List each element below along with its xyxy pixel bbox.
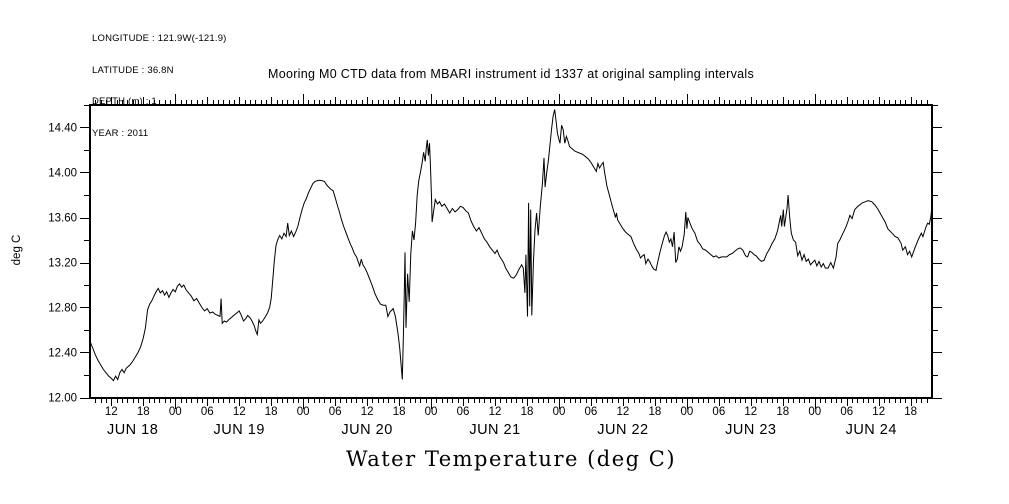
- x-hour-label: 06: [457, 406, 470, 418]
- x-hour-label: 12: [744, 406, 757, 418]
- x-axis-caption: Water Temperature (deg C): [345, 447, 677, 471]
- x-day-label: JUN 23: [725, 422, 776, 438]
- x-hour-label: 06: [585, 406, 598, 418]
- x-hour-label: 06: [201, 406, 214, 418]
- plot-title: Mooring M0 CTD data from MBARI instrumen…: [268, 67, 754, 81]
- y-tick-label: 14.40: [48, 123, 77, 135]
- x-day-label: JUN 20: [341, 422, 392, 438]
- temperature-line: [89, 109, 933, 382]
- metadata-longitude: LONGITUDE : 121.9W(-121.9): [92, 33, 227, 44]
- y-tick-label: 12.40: [48, 348, 77, 360]
- x-hour-label: 00: [169, 406, 182, 418]
- x-hour-label: 18: [137, 406, 150, 418]
- x-hour-label: 06: [329, 406, 342, 418]
- x-hour-label: 00: [297, 406, 310, 418]
- x-hour-label: 06: [840, 406, 853, 418]
- x-day-label: JUN 19: [214, 422, 265, 438]
- x-day-label: JUN 18: [107, 422, 158, 438]
- x-hour-label: 12: [872, 406, 885, 418]
- x-hour-label: 06: [712, 406, 725, 418]
- x-hour-label: 00: [680, 406, 693, 418]
- x-hour-label: 00: [425, 406, 438, 418]
- y-tick-label: 12.00: [48, 393, 77, 405]
- x-hour-label: 18: [904, 406, 917, 418]
- x-hour-label: 00: [553, 406, 566, 418]
- y-tick-label: 12.80: [48, 303, 77, 315]
- metadata-latitude: LATITUDE : 36.8N: [92, 64, 174, 76]
- metadata-year: YEAR : 2011: [92, 127, 149, 139]
- x-hour-label: 18: [521, 406, 534, 418]
- x-hour-label: 12: [361, 406, 374, 418]
- x-day-label: JUN 24: [846, 422, 897, 438]
- x-day-label: JUN 22: [597, 422, 648, 438]
- x-hour-label: 18: [265, 406, 278, 418]
- y-tick-label: 13.60: [48, 213, 77, 225]
- x-day-label: JUN 21: [469, 422, 520, 438]
- x-hour-label: 12: [617, 406, 630, 418]
- plot-frame: [89, 104, 933, 399]
- x-hour-label: 18: [648, 406, 661, 418]
- x-hour-label: 12: [233, 406, 246, 418]
- x-hour-label: 18: [776, 406, 789, 418]
- x-hour-label: 12: [105, 406, 118, 418]
- x-hour-label: 12: [489, 406, 502, 418]
- y-tick-label: 13.20: [48, 258, 77, 270]
- x-hour-label: 00: [808, 406, 821, 418]
- x-hour-label: 18: [393, 406, 406, 418]
- y-tick-label: 14.00: [48, 168, 77, 180]
